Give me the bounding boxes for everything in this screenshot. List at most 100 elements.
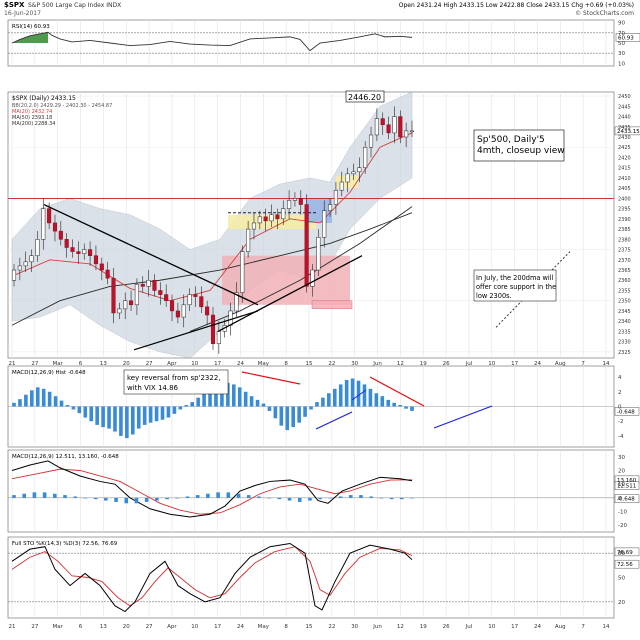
- macd-hist-bar: [237, 387, 242, 407]
- x-tick-label-bottom: 17: [511, 624, 518, 630]
- macd2-hist-bar: [389, 497, 394, 500]
- macd2-hist-bar: [114, 497, 118, 502]
- macd2-tick-label: -10: [618, 510, 627, 516]
- candle-body: [363, 146, 368, 168]
- macd-hist-bar: [172, 406, 177, 414]
- x-tick-label: 7: [581, 361, 585, 367]
- price-legend-ma200: MA(200) 2288.34: [12, 121, 55, 127]
- macd2-hist-bar: [338, 496, 343, 498]
- macd2-hist-bar: [73, 496, 78, 498]
- x-tick-label-bottom: 21: [9, 624, 16, 630]
- candle-body: [263, 216, 268, 222]
- x-tick-label: 15: [306, 361, 313, 367]
- macd2-hist-bar: [195, 495, 200, 498]
- macd-hist-bar: [410, 406, 414, 411]
- macd2-hist-bar: [267, 497, 271, 499]
- x-tick-label-bottom: Jul: [465, 624, 473, 630]
- macd-hist-bar: [344, 379, 349, 407]
- macd2-value-text: -0.648: [617, 497, 635, 503]
- macd-hist-bar: [178, 406, 183, 410]
- rsi-value-tag: [615, 33, 640, 42]
- candle-body: [187, 294, 192, 306]
- x-tick-label: 13: [100, 361, 107, 367]
- macd2-hist-bar: [287, 497, 292, 501]
- up-trendline-1: [133, 310, 259, 351]
- candle-body: [164, 294, 169, 301]
- candle-body: [228, 310, 233, 326]
- price-tick-label: 2435: [618, 125, 631, 131]
- macd-hist-bar: [190, 402, 195, 407]
- peak-label-box: [345, 90, 385, 103]
- macd2-hist-bar: [83, 497, 88, 499]
- macd-hist-bar: [196, 397, 200, 407]
- up-trendline-2: [217, 255, 363, 332]
- x-tick-label: 19: [420, 361, 427, 367]
- macd-hist-bar: [148, 406, 153, 423]
- macd-hist-bar: [77, 406, 82, 414]
- sto-value-tag: [614, 559, 640, 569]
- macd-hist-bar: [47, 391, 52, 407]
- macd-hist-bar: [89, 406, 94, 422]
- x-tick-label-bottom: 24: [534, 624, 541, 630]
- price-tick-label: 2405: [618, 186, 631, 192]
- macd-hist-bar: [315, 402, 319, 407]
- macd-blue-line-1: [315, 411, 353, 430]
- macd2-hist-bar: [308, 497, 312, 501]
- macd2-hist-bar: [318, 497, 322, 500]
- macd1-value-tag: [614, 407, 640, 416]
- rsi-line: [11, 31, 413, 52]
- candle-body: [76, 251, 81, 254]
- macd2-value-tag: [614, 494, 640, 503]
- x-tick-label-bottom: 6: [79, 624, 83, 630]
- candle-body: [152, 279, 157, 291]
- price-tick-label: 2390: [618, 217, 631, 223]
- macd-hist-bar: [95, 406, 99, 425]
- macd-hist-bar: [41, 388, 46, 407]
- candle-body: [99, 263, 104, 271]
- candle-body: [29, 255, 34, 263]
- macd-hist-bar: [24, 394, 28, 407]
- macd-hist-bar: [35, 387, 40, 407]
- price-tick-label: 2425: [618, 145, 631, 151]
- sto-tick-label: 80: [618, 551, 625, 557]
- x-tick-label: 17: [214, 361, 221, 367]
- x-tick-label-bottom: 22: [328, 624, 335, 630]
- candle-body: [287, 200, 292, 209]
- x-tick-label: 10: [488, 361, 495, 367]
- candle-body: [281, 208, 286, 220]
- price-tick-label: 2360: [618, 278, 631, 284]
- macd2-value-text: 13.160: [617, 478, 637, 484]
- price-tick-label: 2395: [618, 207, 631, 213]
- price-tick-label: 2415: [618, 166, 631, 172]
- macd-hist-bar: [30, 390, 34, 407]
- macd-hist-bar: [332, 388, 337, 407]
- macd2-hist-bar: [257, 496, 261, 498]
- macd-hist-bar: [309, 406, 313, 410]
- candle-body: [129, 300, 134, 306]
- macd2-hist-bar: [53, 493, 57, 498]
- macd1-tick-label: -2: [618, 419, 623, 425]
- macd-hist-bar: [285, 406, 290, 431]
- rsi-tick-label: 30: [618, 51, 625, 57]
- price-legend-bb: BB(20,2.0) 2429.29 - 2402.30 - 2454.87: [12, 103, 112, 109]
- macd2-hist-bar: [155, 497, 159, 501]
- panel-frame-sto: [7, 536, 615, 619]
- candle-body: [64, 239, 69, 248]
- x-tick-label: Jul: [465, 361, 473, 367]
- ma200-line: [189, 206, 413, 332]
- macd-red-divergence-2: [369, 376, 425, 407]
- macd2-value-tag: [614, 481, 640, 490]
- x-tick-label-bottom: Jun: [372, 624, 382, 630]
- candle-body: [35, 239, 40, 256]
- macd-hist-bar: [398, 405, 402, 407]
- macd-hist-bar: [208, 390, 212, 407]
- header-ohlc: Open 2431.24 High 2433.15 Low 2422.88 Cl…: [398, 2, 634, 9]
- price-value-tag: [614, 126, 640, 136]
- x-tick-label-bottom: 19: [420, 624, 427, 630]
- x-tick-label: Apr: [167, 361, 177, 367]
- candle-body: [322, 210, 327, 238]
- candle-body: [134, 284, 139, 306]
- macd1-value-text: -0.648: [617, 409, 635, 415]
- macd-hist-bar: [374, 393, 379, 407]
- candle-body: [380, 118, 385, 125]
